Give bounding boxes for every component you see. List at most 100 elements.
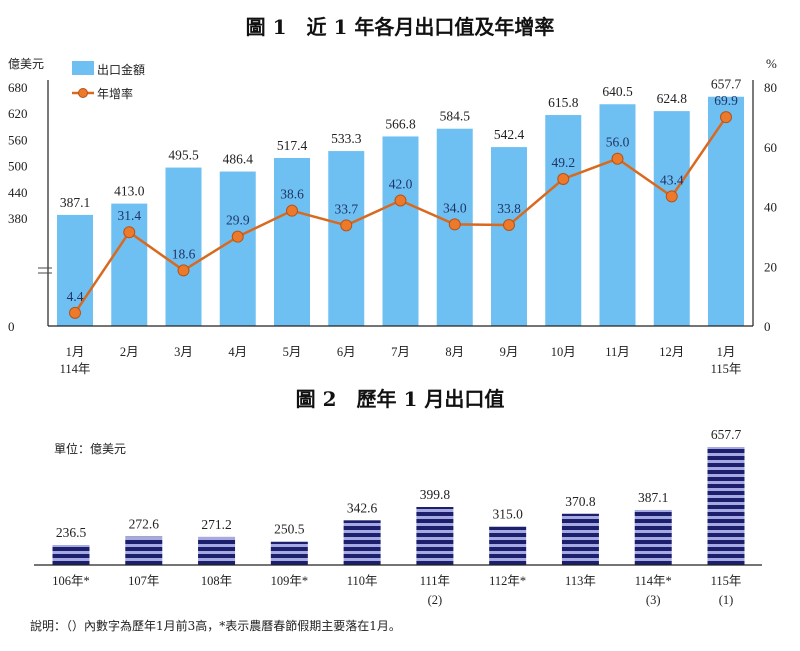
january-export-value-label: 399.8	[420, 487, 451, 502]
january-export-value-label: 342.6	[347, 500, 378, 515]
footnote: 說明：（）內數字為歷年1月前3高，*表示農曆春節假期主要落在1月。	[30, 618, 401, 633]
month-label: 5月	[283, 345, 302, 359]
legend-line-label: 年增率	[97, 86, 133, 101]
growth-rate-label: 43.4	[660, 172, 684, 187]
january-export-bar	[52, 545, 90, 565]
legend-bar-label: 出口金額	[97, 62, 145, 77]
growth-rate-point	[557, 173, 570, 186]
january-export-value-label: 370.8	[565, 494, 596, 509]
export-value-label: 615.8	[548, 95, 579, 110]
export-bar	[165, 167, 202, 326]
chart1-plot: 387.1 413.0 495.5 486.4 517.4 533.3 566.8 584.5…	[8, 61, 777, 376]
export-bar	[274, 158, 310, 326]
january-export-value-label: 250.5	[274, 522, 305, 537]
right-tick-label: 40	[764, 200, 777, 215]
year-label: 112年*	[489, 574, 526, 588]
year-label: 106年*	[52, 574, 90, 588]
month-label: 1月	[66, 345, 85, 359]
year-label: 109年*	[271, 574, 309, 588]
export-value-label: 413.0	[114, 184, 145, 199]
month-label: 115年	[711, 362, 742, 376]
january-export-value-label: 657.7	[711, 427, 742, 442]
export-value-label: 542.4	[494, 127, 525, 142]
export-bar	[382, 136, 419, 326]
growth-rate-label: 69.9	[714, 93, 738, 108]
january-export-bar	[125, 536, 163, 565]
january-export-bar	[561, 513, 599, 565]
month-label: 6月	[337, 345, 356, 359]
left-tick-label: 440	[8, 185, 28, 200]
export-bar	[708, 96, 744, 326]
right-tick-label: 0	[764, 319, 771, 334]
month-label: 9月	[500, 345, 519, 359]
rank-label: (2)	[428, 593, 443, 607]
year-label: 108年	[201, 574, 232, 588]
growth-rate-point	[503, 219, 515, 232]
year-label: 113年	[565, 574, 596, 588]
growth-rate-point	[448, 218, 461, 231]
growth-rate-point	[286, 204, 298, 217]
export-value-label: 657.7	[711, 77, 742, 92]
growth-rate-label: 31.4	[117, 208, 141, 223]
month-label: 1月	[717, 345, 736, 359]
year-label: 111年	[420, 574, 450, 588]
january-export-bar	[343, 520, 381, 565]
growth-rate-label: 33.8	[497, 201, 521, 216]
chart1-title: 圖 1 近 1 年各月出口值及年增率	[246, 15, 555, 39]
left-tick-label: 560	[8, 132, 28, 147]
left-axis-unit: 億美元	[8, 57, 44, 71]
january-export-value-label: 315.0	[492, 507, 523, 522]
left-tick-label: 500	[8, 159, 28, 174]
january-export-bar	[270, 541, 308, 565]
export-bar	[111, 203, 148, 326]
month-label: 11月	[605, 345, 630, 359]
export-value-label: 640.5	[602, 84, 633, 99]
growth-rate-point	[69, 306, 81, 319]
growth-rate-label: 42.0	[389, 177, 413, 192]
export-bar	[599, 104, 636, 326]
month-label: 4月	[228, 345, 247, 359]
growth-rate-point	[231, 230, 244, 243]
legend-bar-swatch	[72, 61, 94, 75]
year-label: 114年*	[635, 574, 672, 588]
growth-rate-label: 56.0	[606, 135, 630, 150]
month-label: 7月	[391, 345, 410, 359]
year-label: 115年	[711, 574, 742, 588]
export-value-label: 486.4	[223, 152, 254, 167]
chart2-plot: 236.5 106年* 272.6 107年 271.2 108年 250.5 109年* 34…	[34, 427, 762, 607]
chart2-unit-label: 單位：億美元	[54, 441, 126, 456]
rank-label: (1)	[719, 593, 734, 607]
legend-line-marker	[78, 88, 88, 98]
left-tick-label: 0	[8, 319, 15, 334]
january-export-bar	[198, 536, 236, 565]
growth-rate-label: 34.0	[443, 200, 467, 215]
january-export-value-label: 387.1	[638, 490, 668, 505]
export-value-label: 517.4	[277, 138, 308, 153]
year-label: 110年	[347, 574, 378, 588]
export-bar	[219, 171, 256, 326]
month-label: 3月	[174, 345, 193, 359]
right-tick-label: 80	[764, 80, 777, 95]
export-value-label: 624.8	[657, 91, 688, 106]
january-export-bar	[489, 526, 527, 565]
export-value-label: 387.1	[60, 195, 90, 210]
growth-rate-label: 18.6	[172, 246, 196, 261]
rank-label: (3)	[646, 593, 661, 607]
right-tick-label: 20	[764, 259, 777, 274]
growth-rate-point	[720, 111, 732, 124]
export-bar	[653, 111, 690, 326]
january-export-bar	[707, 447, 745, 565]
export-value-label: 566.8	[385, 116, 416, 131]
export-value-label: 495.5	[168, 148, 199, 163]
growth-rate-point	[177, 264, 190, 277]
right-tick-label: 60	[764, 140, 777, 155]
export-value-label: 584.5	[440, 109, 471, 124]
month-label: 114年	[60, 362, 91, 376]
growth-rate-point	[340, 219, 353, 232]
growth-rate-label: 4.4	[67, 289, 84, 304]
growth-rate-point	[665, 190, 678, 203]
growth-rate-label: 29.9	[226, 213, 250, 228]
january-export-value-label: 272.6	[129, 517, 160, 532]
growth-rate-label: 33.7	[334, 201, 358, 216]
left-tick-label: 380	[8, 211, 28, 226]
